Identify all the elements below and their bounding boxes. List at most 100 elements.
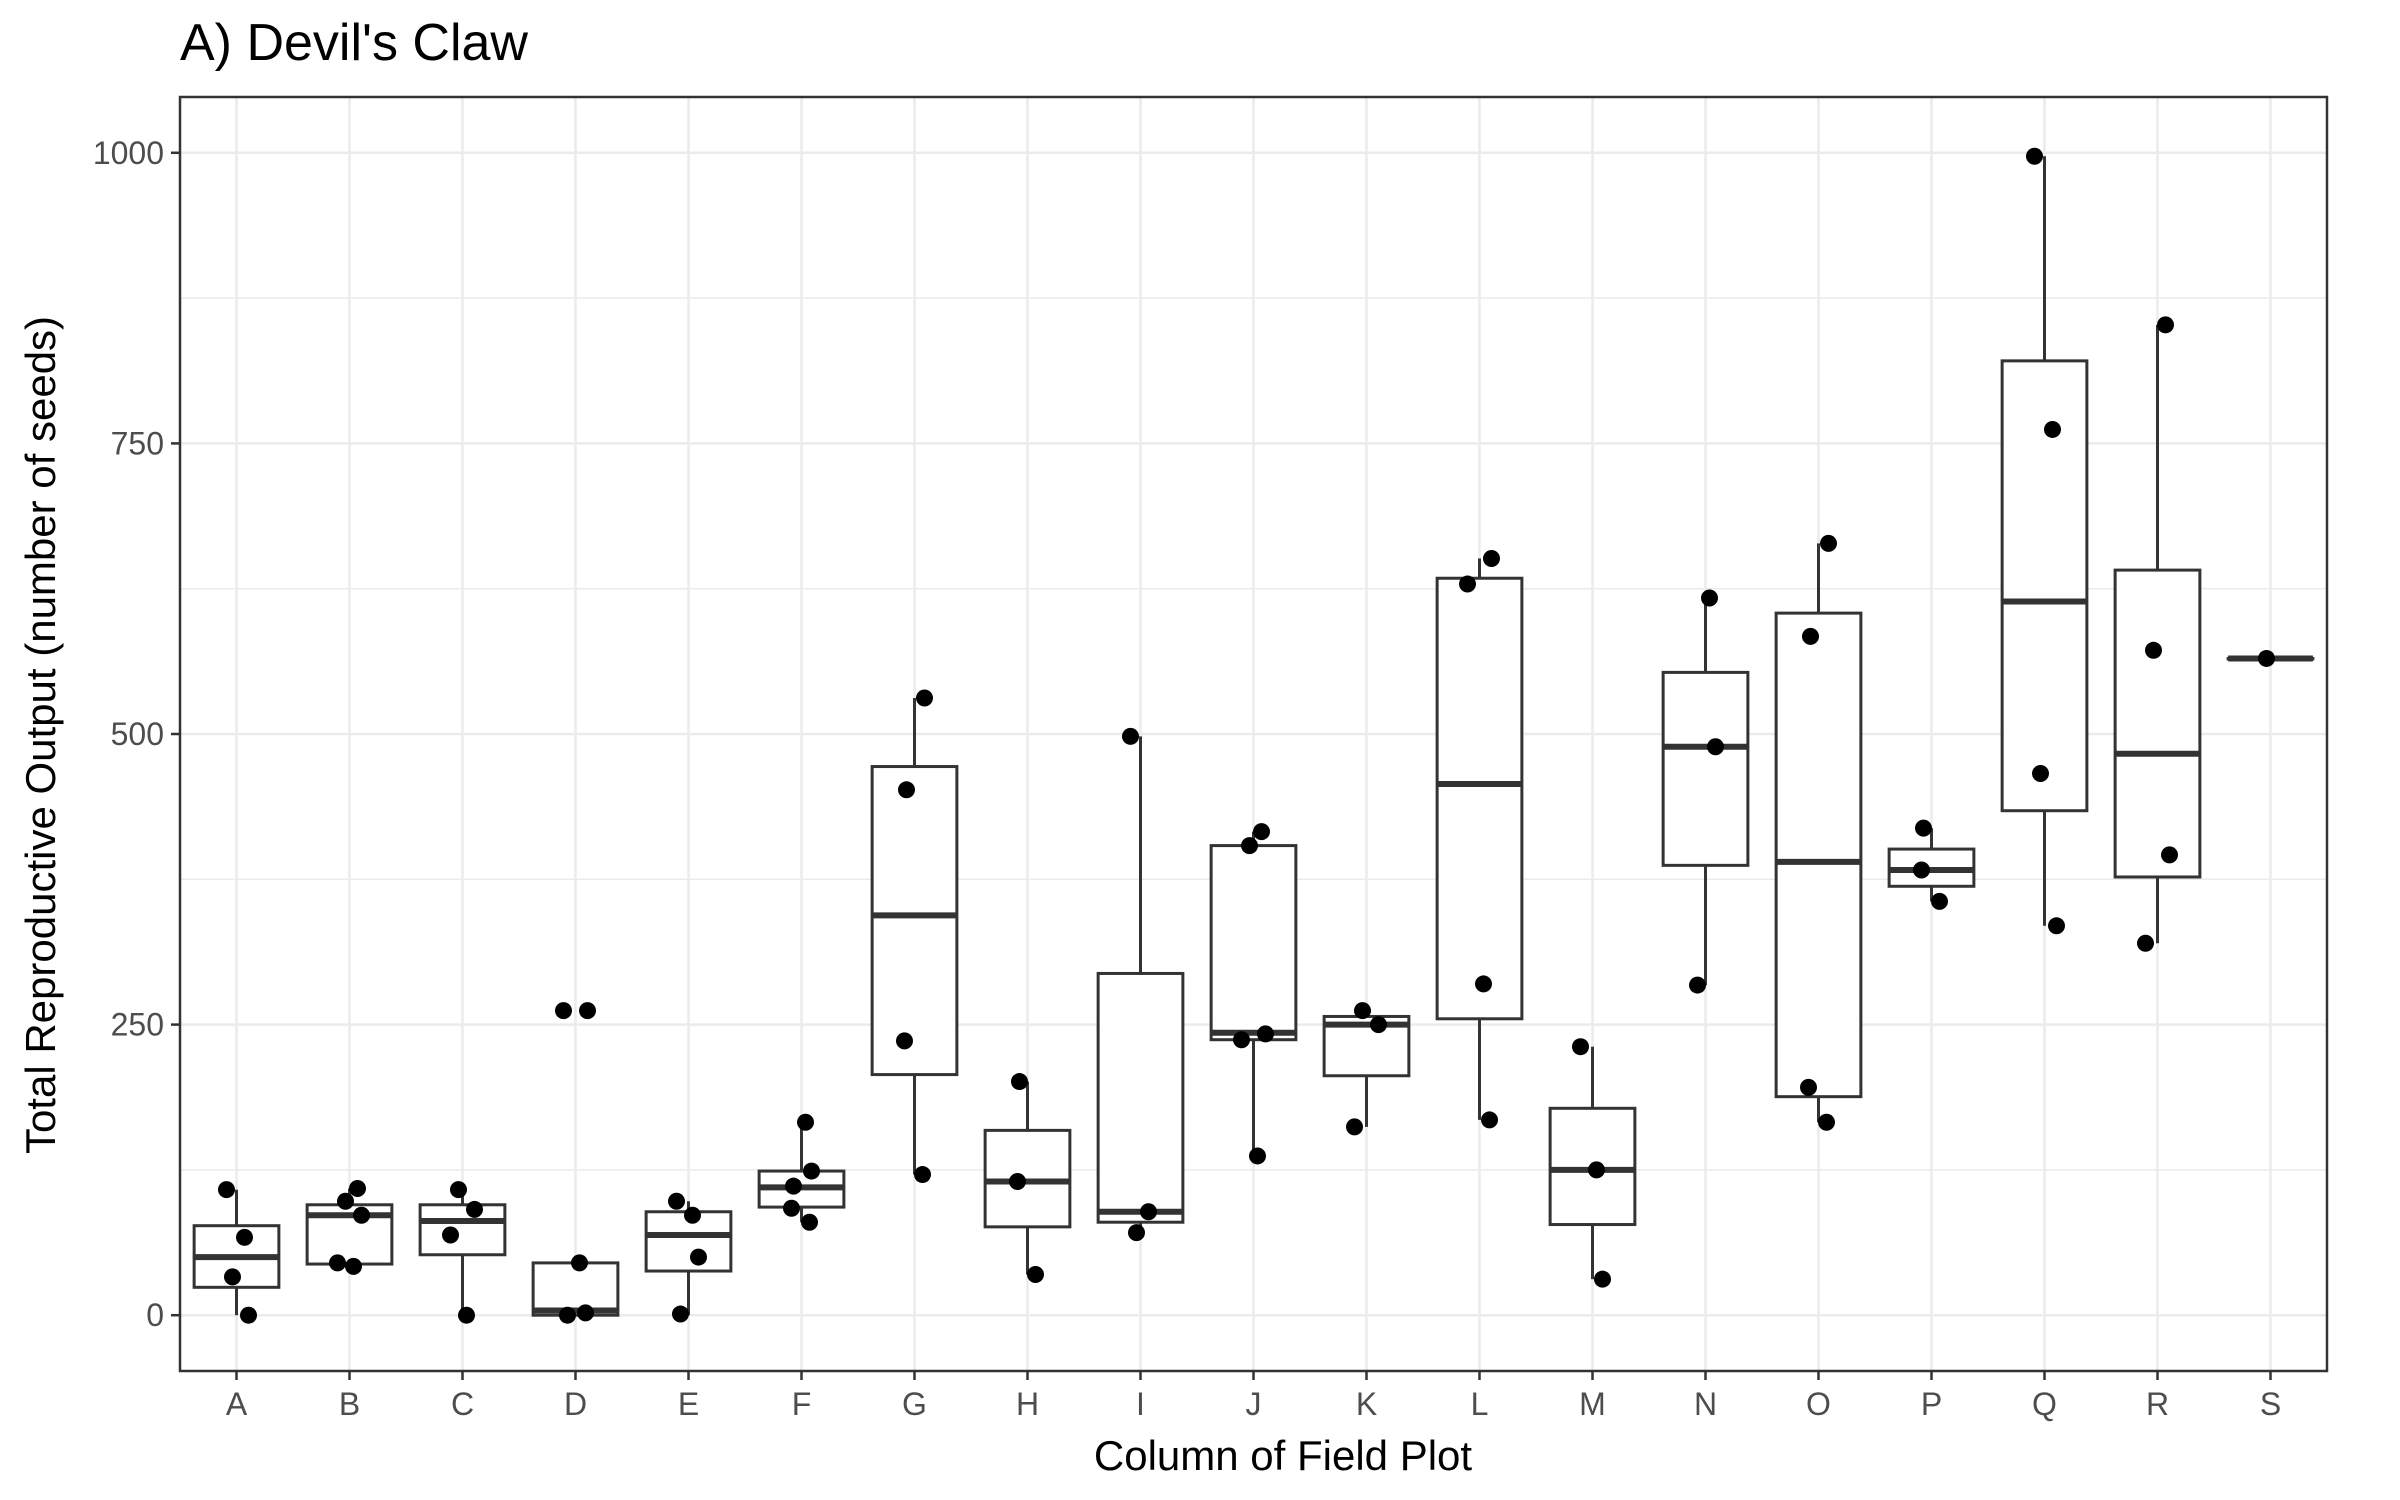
data-point-l: [1481, 1111, 1498, 1129]
box-j: [1209, 831, 1298, 1156]
x-tick-label: Q: [2032, 1386, 2057, 1422]
data-point-d: [577, 1304, 594, 1322]
data-point-q: [2044, 420, 2061, 438]
data-point-s: [2258, 649, 2275, 667]
x-tick-label: R: [2146, 1386, 2169, 1422]
data-point-m: [1594, 1270, 1611, 1288]
data-point-e: [690, 1248, 707, 1266]
data-point-p: [1931, 892, 1948, 910]
data-point-c: [466, 1200, 483, 1218]
box-body: [531, 1261, 620, 1317]
data-point-f: [801, 1213, 818, 1231]
x-tick-label: C: [451, 1386, 474, 1422]
y-tick-label: 500: [111, 716, 164, 752]
x-tick-label: S: [2260, 1386, 2281, 1422]
box-k: [1322, 1010, 1411, 1127]
box-r: [2113, 324, 2202, 944]
data-point-f: [797, 1113, 814, 1131]
data-point-c: [442, 1226, 459, 1244]
x-tick-label: B: [339, 1386, 360, 1422]
data-point-h: [1009, 1173, 1026, 1191]
data-point-j: [1253, 823, 1270, 841]
point-layer: [218, 147, 2275, 1324]
data-point-e: [668, 1192, 685, 1210]
data-point-e: [684, 1206, 701, 1224]
data-point-b: [349, 1180, 366, 1198]
box-body: [2113, 568, 2202, 879]
data-point-l: [1475, 975, 1492, 993]
x-tick-label: J: [1246, 1386, 1262, 1422]
box-body: [1661, 670, 1750, 867]
data-point-a: [224, 1268, 241, 1286]
data-point-g: [896, 1032, 913, 1050]
data-point-q: [2048, 917, 2065, 935]
y-axis-title: Total Reproductive Output (number of see…: [17, 316, 64, 1154]
data-point-n: [1689, 976, 1706, 994]
x-tick-label: N: [1694, 1386, 1717, 1422]
box-c: [418, 1189, 507, 1316]
data-point-g: [914, 1166, 931, 1184]
x-tick-label: D: [564, 1386, 587, 1422]
data-point-j: [1241, 837, 1258, 855]
y-tick-label: 1000: [93, 135, 164, 171]
data-point-l: [1483, 549, 1500, 567]
data-point-a: [240, 1306, 257, 1324]
data-point-m: [1588, 1161, 1605, 1179]
data-point-p: [1913, 861, 1930, 879]
box-body: [1435, 576, 1524, 1021]
data-point-f: [803, 1162, 820, 1180]
data-point-q: [2026, 147, 2043, 165]
box-d: [531, 1261, 620, 1317]
box-l: [1435, 558, 1524, 1120]
box-h: [983, 1081, 1072, 1275]
data-point-f: [785, 1177, 802, 1195]
data-point-e: [672, 1305, 689, 1323]
data-point-a: [236, 1228, 253, 1246]
x-tick-label: A: [226, 1386, 248, 1422]
data-point-b: [329, 1254, 346, 1272]
box-i: [1096, 736, 1185, 1233]
data-point-r: [2157, 316, 2174, 334]
box-o: [1774, 543, 1863, 1123]
data-point-c: [450, 1181, 467, 1199]
data-point-n: [1701, 589, 1718, 607]
data-point-h: [1011, 1073, 1028, 1091]
data-point-r: [2137, 934, 2154, 952]
box-g: [870, 697, 959, 1175]
box-p: [1887, 828, 1976, 902]
x-tick-label: L: [1471, 1386, 1489, 1422]
box-a: [192, 1189, 281, 1316]
data-point-f: [783, 1199, 800, 1217]
x-tick-label: H: [1016, 1386, 1039, 1422]
x-tick-label: E: [678, 1386, 699, 1422]
box-b: [305, 1188, 394, 1267]
y-axis: 0 250 500 750 1000: [93, 135, 180, 1333]
data-point-b: [337, 1192, 354, 1210]
x-tick-label: M: [1579, 1386, 1606, 1422]
data-point-o: [1802, 627, 1819, 645]
chart-title: A) Devil's Claw: [180, 14, 528, 72]
data-point-o: [1800, 1078, 1817, 1096]
data-point-g: [916, 689, 933, 707]
data-point-n: [1707, 738, 1724, 756]
data-point-k: [1370, 1016, 1387, 1034]
data-point-i: [1122, 727, 1139, 745]
x-tick-label: G: [902, 1386, 927, 1422]
data-point-g: [898, 781, 915, 799]
data-point-o: [1818, 1113, 1835, 1131]
data-point-c: [458, 1306, 475, 1324]
box-f: [757, 1122, 846, 1223]
y-tick-label: 750: [111, 425, 164, 461]
box-body: [1209, 844, 1298, 1042]
y-tick-label: 0: [146, 1297, 164, 1333]
x-tick-label: K: [1356, 1386, 1377, 1422]
data-point-d: [559, 1306, 576, 1324]
x-tick-label: O: [1806, 1386, 1831, 1422]
box-body: [1096, 971, 1185, 1224]
data-point-b: [345, 1257, 362, 1275]
data-point-h: [1027, 1266, 1044, 1284]
x-tick-label: P: [1921, 1386, 1942, 1422]
data-point-r: [2145, 641, 2162, 659]
